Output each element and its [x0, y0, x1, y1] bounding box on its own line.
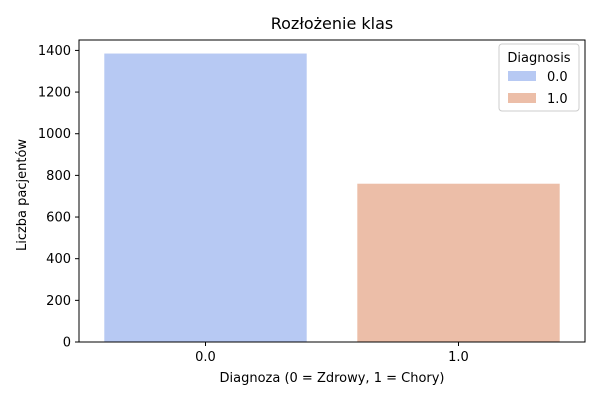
y-tick-label: 800: [46, 169, 71, 184]
y-tick-label: 1200: [38, 86, 71, 101]
legend-title: Diagnosis: [507, 51, 570, 66]
y-tick-label: 1000: [38, 127, 71, 142]
y-tick-label: 400: [46, 252, 71, 267]
x-tick-label: 1.0: [448, 350, 469, 365]
legend-swatch: [508, 93, 536, 103]
y-axis-label: Liczba pacjentów: [15, 139, 30, 251]
plot-area: 0.0 1.0 0 200 400 600 800 1000 1200 1400: [38, 39, 586, 365]
x-axis-label: Diagnoza (0 = Zdrowy, 1 = Chory): [219, 371, 444, 386]
legend-label: 1.0: [547, 92, 568, 107]
y-tick-label: 600: [46, 211, 71, 226]
chart-title: Rozłożenie klas: [271, 14, 394, 33]
bar-0.0: [104, 53, 307, 342]
legend-swatch: [508, 71, 536, 81]
plot-frame: [78, 39, 586, 343]
y-tick-label: 1400: [38, 44, 71, 59]
y-tick-label: 0: [63, 336, 71, 351]
x-tick-label: 0.0: [195, 350, 216, 365]
bar-1.0: [357, 183, 560, 342]
y-tick-label: 200: [46, 294, 71, 309]
legend: Diagnosis 0.0 1.0: [498, 43, 580, 112]
legend-label: 0.0: [547, 70, 568, 85]
